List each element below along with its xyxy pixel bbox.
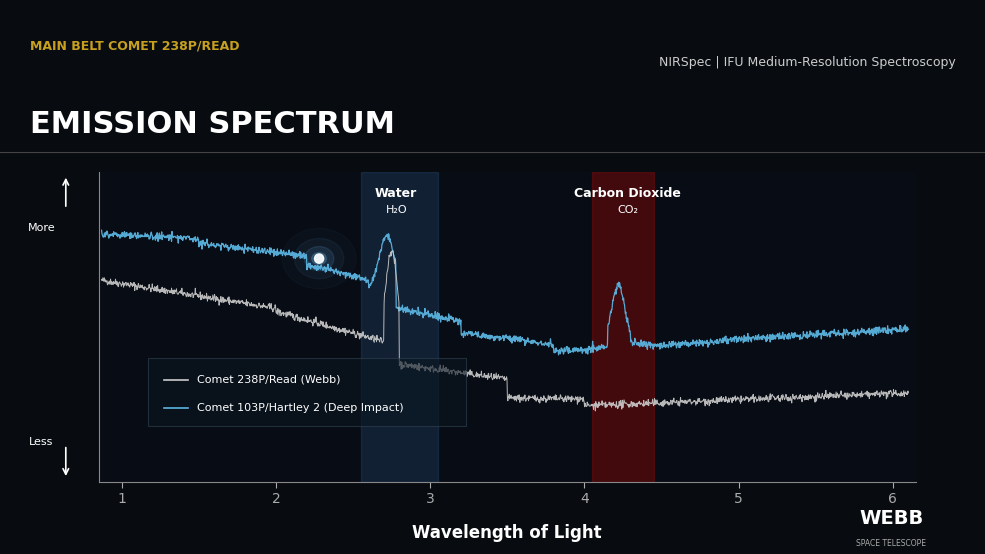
Text: Water: Water — [375, 187, 418, 199]
FancyBboxPatch shape — [148, 358, 467, 426]
Text: MAIN BELT COMET 238P/READ: MAIN BELT COMET 238P/READ — [30, 40, 239, 53]
Text: Carbon Dioxide: Carbon Dioxide — [574, 187, 681, 199]
Text: H₂O: H₂O — [385, 205, 407, 215]
Ellipse shape — [295, 238, 344, 279]
Ellipse shape — [311, 253, 326, 265]
Text: Wavelength of Light: Wavelength of Light — [413, 524, 602, 542]
Ellipse shape — [314, 254, 324, 263]
Text: Comet 238P/Read (Webb): Comet 238P/Read (Webb) — [197, 375, 340, 384]
Ellipse shape — [304, 247, 334, 271]
Bar — [361, 172, 438, 482]
Text: SPACE TELESCOPE: SPACE TELESCOPE — [856, 538, 927, 548]
Text: More: More — [28, 223, 55, 233]
Text: NIRSpec | IFU Medium-Resolution Spectroscopy: NIRSpec | IFU Medium-Resolution Spectros… — [659, 57, 955, 69]
Text: Less: Less — [30, 437, 53, 447]
Text: CO₂: CO₂ — [617, 205, 638, 215]
Text: WEBB: WEBB — [859, 509, 924, 527]
Bar — [592, 172, 654, 482]
Ellipse shape — [315, 255, 323, 261]
Text: EMISSION SPECTRUM: EMISSION SPECTRUM — [30, 110, 395, 139]
Text: Comet 103P/Hartley 2 (Deep Impact): Comet 103P/Hartley 2 (Deep Impact) — [197, 403, 403, 413]
